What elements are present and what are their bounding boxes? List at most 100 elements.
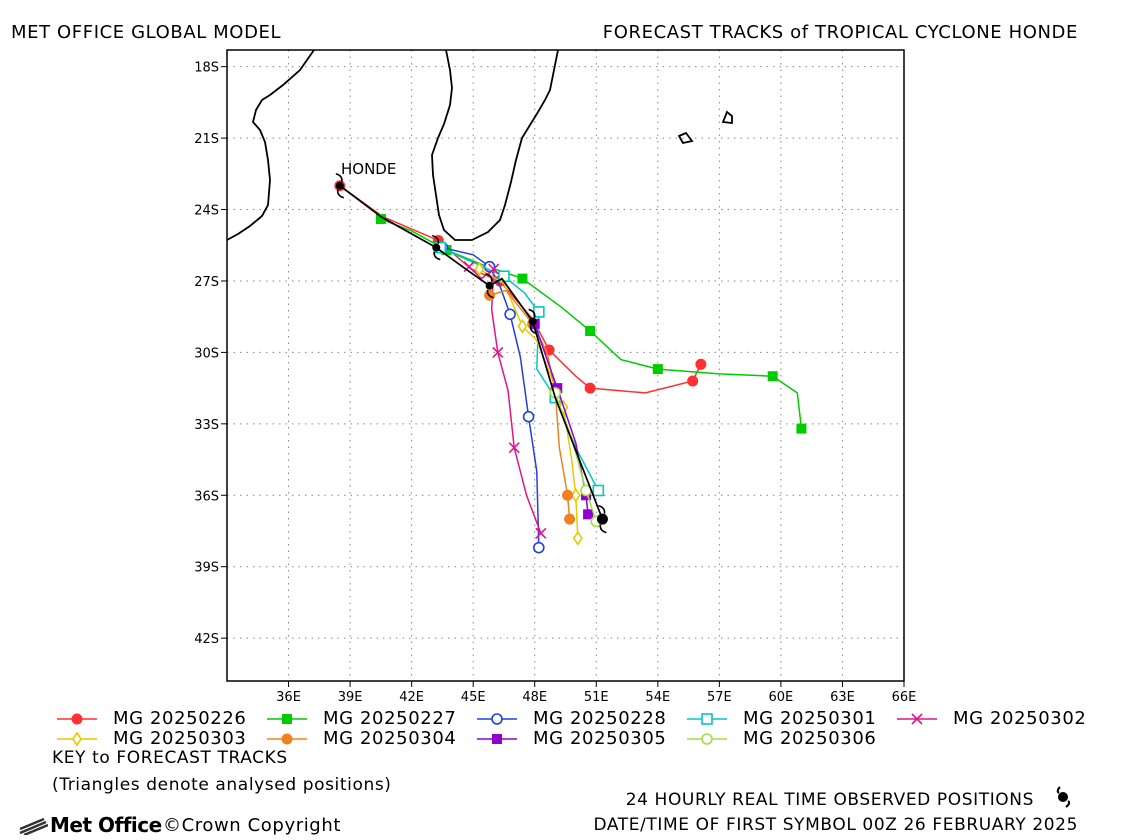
- track-point: [701, 713, 713, 725]
- track-point: [911, 713, 923, 725]
- lat-tick-label: 30S: [194, 346, 219, 361]
- observed-position-dot: [335, 181, 344, 190]
- observed-position-arm: [335, 172, 343, 182]
- observed-position-arm: [598, 504, 606, 514]
- track-point: [584, 382, 596, 394]
- legend-swatch: [477, 713, 517, 725]
- lat-tick-label: 33S: [194, 418, 219, 433]
- forecast-tracks: [334, 180, 807, 554]
- coastline: [226, 49, 315, 241]
- observed-position-arm: [433, 251, 441, 261]
- legend-item-label: MG 20250228: [533, 708, 667, 729]
- crown-copyright: ©Crown Copyright: [163, 815, 341, 836]
- legend-swatch: [267, 733, 307, 745]
- legend-item-label: MG 20250303: [113, 728, 247, 749]
- lon-tick-label: 66E: [892, 690, 917, 705]
- track-point: [585, 325, 596, 336]
- legend-item-label: MG 20250227: [323, 708, 457, 729]
- legend-swatch: [897, 713, 937, 725]
- legend-item-label: MG 20250301: [743, 708, 877, 729]
- observed-positions-note: 24 HOURLY REAL TIME OBSERVED POSITIONS: [625, 790, 1034, 810]
- track-point: [533, 541, 545, 554]
- legend-item-label: MG 20250302: [953, 708, 1087, 729]
- track-point: [71, 713, 83, 725]
- legend-swatch: [267, 714, 307, 724]
- track-point: [701, 733, 713, 745]
- track-point: [572, 530, 583, 546]
- track-point: [488, 263, 500, 275]
- forecast-track-line: [468, 266, 542, 534]
- lat-tick-label: 42S: [194, 632, 219, 647]
- observed-position-dot: [528, 317, 537, 326]
- observed-position-symbol: [432, 234, 441, 261]
- observed-position-arm: [528, 308, 536, 318]
- forecast-track: [474, 261, 583, 546]
- track-point: [695, 358, 707, 370]
- legend-swatch: [687, 733, 727, 745]
- met-office-logo-icon: [19, 817, 48, 835]
- track-point: [474, 261, 485, 277]
- met-office-brand: Met Office: [50, 813, 162, 837]
- lat-tick-label: 24S: [194, 204, 219, 219]
- cyclone-symbol-icon: [1056, 786, 1071, 808]
- observed-position-symbol: [485, 272, 494, 299]
- lat-tick-label: 27S: [194, 275, 219, 290]
- track-point: [492, 346, 504, 358]
- observed-position-arm: [485, 272, 493, 282]
- legend-item-label: MG 20250306: [743, 728, 877, 749]
- storm-name-label: HONDE: [341, 160, 396, 178]
- legend-swatch: [57, 731, 97, 747]
- legend-item-label: MG 20250226: [113, 708, 247, 729]
- track-point: [564, 513, 576, 525]
- forecast-track-line: [440, 246, 599, 491]
- observed-position-arm: [599, 524, 607, 534]
- lon-tick-label: 63E: [830, 690, 855, 705]
- observed-position-arm: [432, 234, 440, 244]
- coastlines: [226, 49, 733, 241]
- lon-tick-label: 39E: [338, 690, 363, 705]
- lon-tick-label: 45E: [461, 690, 486, 705]
- track-point: [517, 273, 528, 284]
- observed-track: [335, 172, 608, 534]
- coastline: [431, 49, 559, 241]
- observed-position-symbol: [528, 308, 537, 335]
- observed-position-dot: [432, 243, 441, 252]
- forecast-track-line: [554, 392, 597, 522]
- track-point: [281, 733, 293, 745]
- observed-position-dot: [596, 513, 608, 525]
- observed-position-symbol: [596, 504, 608, 534]
- lon-tick-label: 54E: [645, 690, 670, 705]
- track-point: [583, 509, 594, 520]
- track-point: [508, 442, 520, 454]
- legend-key-title: KEY to FORECAST TRACKS: [52, 748, 288, 768]
- lon-tick-label: 48E: [522, 690, 547, 705]
- observed-position-arm: [529, 325, 537, 335]
- legend-swatch: [57, 713, 97, 725]
- observed-position-arm: [486, 289, 494, 299]
- track-point: [592, 484, 605, 497]
- track-point: [72, 731, 82, 747]
- legend-swatch: [687, 713, 727, 725]
- lat-tick-label: 21S: [194, 132, 219, 147]
- lon-tick-label: 51E: [584, 690, 609, 705]
- track-point: [687, 375, 699, 387]
- observed-position-arm: [336, 189, 345, 199]
- forecast-track: [463, 261, 547, 539]
- track-point: [504, 308, 516, 321]
- lat-tick-label: 39S: [194, 561, 219, 576]
- track-point: [463, 261, 475, 273]
- track-point: [535, 527, 547, 539]
- lat-tick-label: 36S: [194, 489, 219, 504]
- track-point: [562, 489, 574, 501]
- page-title-left: MET OFFICE GLOBAL MODEL: [11, 22, 282, 43]
- lon-tick-label: 42E: [399, 690, 424, 705]
- map-axes: 36E 39E 42E 45E 48E 51E 54E 57E 60E 63E 66E 18S 21S 2…: [194, 61, 916, 705]
- observed-position-dot: [485, 281, 494, 290]
- track-point: [652, 364, 663, 375]
- map-frame: [226, 49, 905, 682]
- lon-tick-label: 60E: [769, 690, 794, 705]
- legend-swatch: [477, 734, 517, 744]
- lon-tick-label: 57E: [707, 690, 732, 705]
- legend-item-label: MG 20250304: [323, 728, 457, 749]
